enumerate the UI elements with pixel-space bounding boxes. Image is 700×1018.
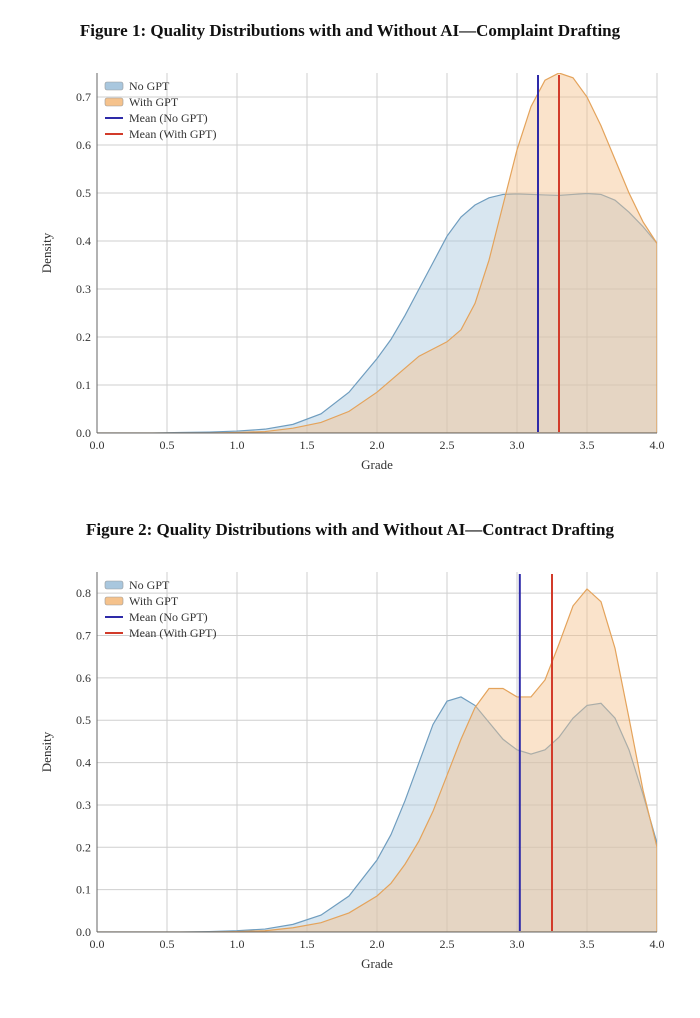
xtick-label: 1.5 <box>300 438 315 452</box>
page: { "figures": [ { "title": "Figure 1: Qua… <box>0 0 700 978</box>
xtick-label: 1.0 <box>230 438 245 452</box>
xtick-label: 1.0 <box>230 937 245 951</box>
figure-1-svg: 0.0 0.5 1.0 1.5 2.0 2.5 3.0 3.5 4.0 0.0 0.1 0.2 0.3 0… <box>27 59 673 479</box>
ytick-label: 0.7 <box>76 628 91 642</box>
legend-label: Mean (With GPT) <box>129 626 217 640</box>
ytick-label: 0.3 <box>76 282 91 296</box>
ytick-label: 0.8 <box>76 586 91 600</box>
xtick-label: 3.0 <box>510 438 525 452</box>
legend-label: No GPT <box>129 79 170 93</box>
legend-label: Mean (No GPT) <box>129 610 208 624</box>
y-axis-label: Density <box>39 731 54 772</box>
xtick-label: 1.5 <box>300 937 315 951</box>
ytick-label: 0.1 <box>76 378 91 392</box>
xtick-label: 2.0 <box>370 937 385 951</box>
legend-label: Mean (With GPT) <box>129 127 217 141</box>
xtick-label: 2.0 <box>370 438 385 452</box>
figure-1-title: Figure 1: Quality Distributions with and… <box>16 20 684 43</box>
xtick-label: 2.5 <box>440 438 455 452</box>
ytick-label: 0.5 <box>76 713 91 727</box>
legend-label: With GPT <box>129 594 179 608</box>
y-axis-label: Density <box>39 232 54 273</box>
ytick-label: 0.0 <box>76 925 91 939</box>
x-axis-label: Grade <box>361 457 393 472</box>
legend-label: Mean (No GPT) <box>129 111 208 125</box>
legend-label: With GPT <box>129 95 179 109</box>
ytick-label: 0.0 <box>76 426 91 440</box>
ytick-label: 0.2 <box>76 330 91 344</box>
xtick-label: 3.5 <box>580 937 595 951</box>
xtick-label: 0.5 <box>160 438 175 452</box>
x-axis-label: Grade <box>361 956 393 971</box>
ytick-label: 0.4 <box>76 234 91 248</box>
xtick-label: 3.5 <box>580 438 595 452</box>
ytick-label: 0.6 <box>76 138 91 152</box>
ytick-label: 0.1 <box>76 883 91 897</box>
figure-2: 0.0 0.5 1.0 1.5 2.0 2.5 3.0 3.5 4.0 0.0 0.1 0.2 0.3 0… <box>20 558 680 978</box>
figure-1: 0.0 0.5 1.0 1.5 2.0 2.5 3.0 3.5 4.0 0.0 0.1 0.2 0.3 0… <box>20 59 680 479</box>
xtick-label: 0.5 <box>160 937 175 951</box>
ytick-label: 0.5 <box>76 186 91 200</box>
ytick-label: 0.4 <box>76 755 91 769</box>
ytick-label: 0.6 <box>76 671 91 685</box>
figure-2-svg: 0.0 0.5 1.0 1.5 2.0 2.5 3.0 3.5 4.0 0.0 0.1 0.2 0.3 0… <box>27 558 673 978</box>
legend-label: No GPT <box>129 578 170 592</box>
xtick-label: 3.0 <box>510 937 525 951</box>
figure-2-title: Figure 2: Quality Distributions with and… <box>16 519 684 542</box>
xtick-label: 4.0 <box>650 438 665 452</box>
ytick-label: 0.7 <box>76 90 91 104</box>
xtick-label: 0.0 <box>90 937 105 951</box>
ytick-label: 0.2 <box>76 840 91 854</box>
xtick-label: 0.0 <box>90 438 105 452</box>
xtick-label: 2.5 <box>440 937 455 951</box>
ytick-label: 0.3 <box>76 798 91 812</box>
xtick-label: 4.0 <box>650 937 665 951</box>
